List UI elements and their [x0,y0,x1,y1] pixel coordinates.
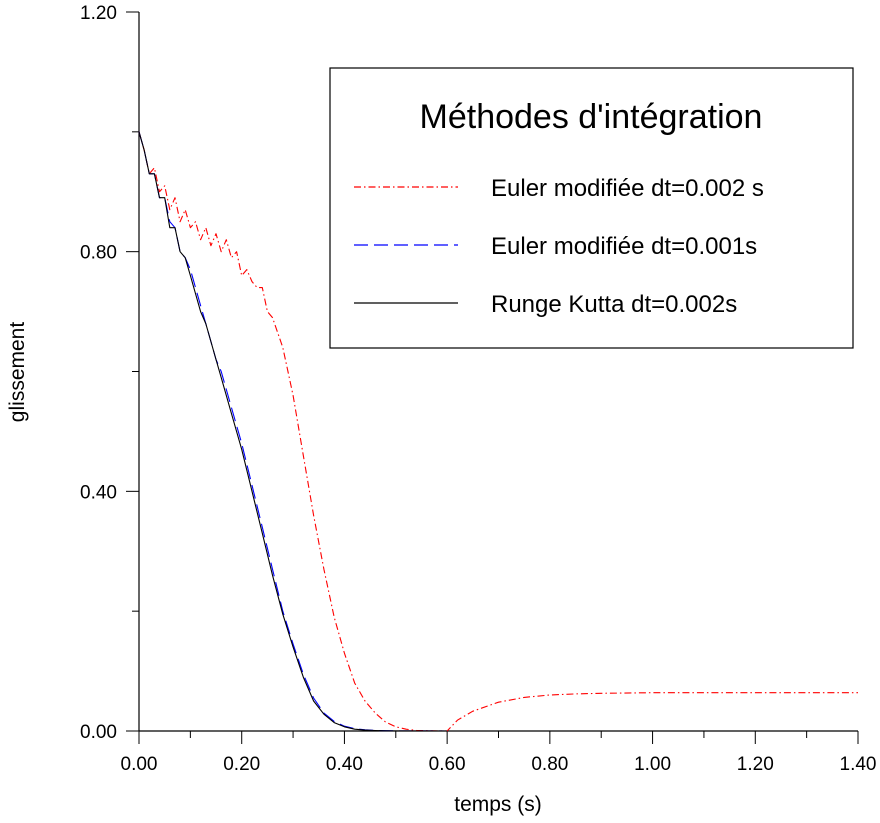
legend-title: Méthodes d'intégration [420,98,763,136]
axes: 0.00 0.20 0.40 0.60 0.80 1.00 1.20 1.40 0.00 0.40… [80,3,876,775]
legend-label-3: Runge Kutta dt=0.002s [491,291,737,318]
legend-label-1: Euler modifiée dt=0.002 s [491,175,764,202]
y-tick-label: 0.40 [80,482,117,503]
x-tick-label: 1.20 [737,754,774,775]
x-tick-label: 0.60 [429,754,466,775]
x-tick-label: 0.20 [223,754,260,775]
y-tick-label: 1.20 [80,3,117,24]
y-tick-label: 0.00 [80,722,117,743]
x-tick-label: 0.80 [531,754,568,775]
x-tick-label: 1.40 [840,754,877,775]
series-line-3 [138,131,448,732]
x-axis-label: temps (s) [454,793,542,816]
plot-area [138,131,858,732]
x-tick-label: 0.00 [121,754,158,775]
y-axis-label: glissement [6,322,29,423]
legend-label-2: Euler modifiée dt=0.001s [491,233,757,260]
legend-box [329,67,854,349]
x-tick-label: 0.40 [326,754,363,775]
y-tick-label: 0.80 [80,243,117,264]
legend: Méthodes d'intégration Euler modifiée dt… [329,67,854,349]
x-tick-label: 1.00 [634,754,671,775]
series-line-1 [138,131,858,732]
